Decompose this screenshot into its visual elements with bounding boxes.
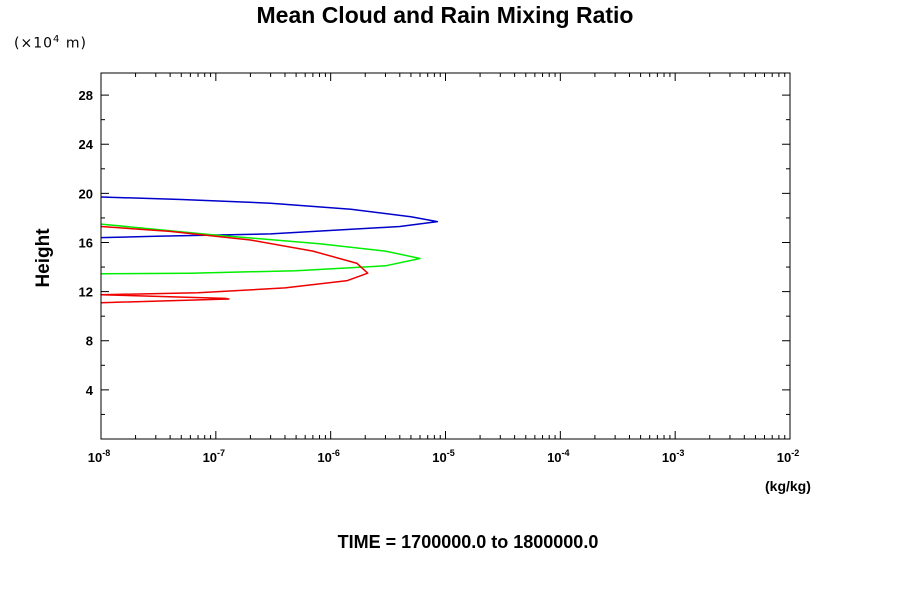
x-tick-label: 10-6 bbox=[317, 448, 339, 465]
y-tick-label: 4 bbox=[86, 383, 94, 398]
y-tick-label: 28 bbox=[79, 88, 93, 103]
y-tick-label: 16 bbox=[79, 235, 93, 250]
y-tick-label: 20 bbox=[79, 186, 93, 201]
x-tick-label: 10-4 bbox=[547, 448, 569, 465]
y-scale-note: (×104 m) bbox=[14, 34, 87, 52]
series-line-1 bbox=[100, 196, 439, 239]
x-tick-exponent: -6 bbox=[332, 448, 340, 458]
x-tick-label: 10-3 bbox=[662, 448, 684, 465]
x-tick-base: 10 bbox=[203, 450, 217, 465]
x-tick-exponent: -7 bbox=[217, 448, 225, 458]
x-tick-exponent: -4 bbox=[562, 448, 570, 458]
x-tick-base: 10 bbox=[777, 450, 791, 465]
time-range-label: TIME = 1700000.0 to 1800000.0 bbox=[337, 532, 599, 552]
y-scale-unit: m) bbox=[60, 35, 87, 52]
x-tick-exponent: -5 bbox=[447, 448, 455, 458]
x-tick-base: 10 bbox=[317, 450, 331, 465]
series-line-2 bbox=[100, 223, 421, 275]
y-scale-prefix: (×10 bbox=[14, 35, 54, 52]
x-tick-label: 10-2 bbox=[777, 448, 799, 465]
x-tick-base: 10 bbox=[662, 450, 676, 465]
x-tick-label: 10-7 bbox=[203, 448, 225, 465]
x-tick-label: 10-8 bbox=[88, 448, 110, 465]
x-tick-label: 10-5 bbox=[432, 448, 454, 465]
x-tick-base: 10 bbox=[432, 450, 446, 465]
series-line-3 bbox=[100, 225, 369, 304]
series-layer bbox=[100, 196, 439, 304]
chart-title: Mean Cloud and Rain Mixing Ratio bbox=[256, 2, 634, 28]
x-tick-base: 10 bbox=[547, 450, 561, 465]
y-tick-label: 8 bbox=[86, 334, 93, 349]
x-tick-base: 10 bbox=[88, 450, 102, 465]
x-tick-exponent: -3 bbox=[676, 448, 684, 458]
x-unit-label: (kg/kg) bbox=[765, 478, 811, 494]
y-tick-label: 24 bbox=[79, 137, 94, 152]
x-tick-exponent: -2 bbox=[791, 448, 799, 458]
y-scale-exponent: 4 bbox=[53, 34, 61, 45]
x-tick-exponent: -8 bbox=[102, 448, 110, 458]
y-tick-label: 12 bbox=[79, 285, 93, 300]
plot-frame bbox=[100, 72, 791, 440]
